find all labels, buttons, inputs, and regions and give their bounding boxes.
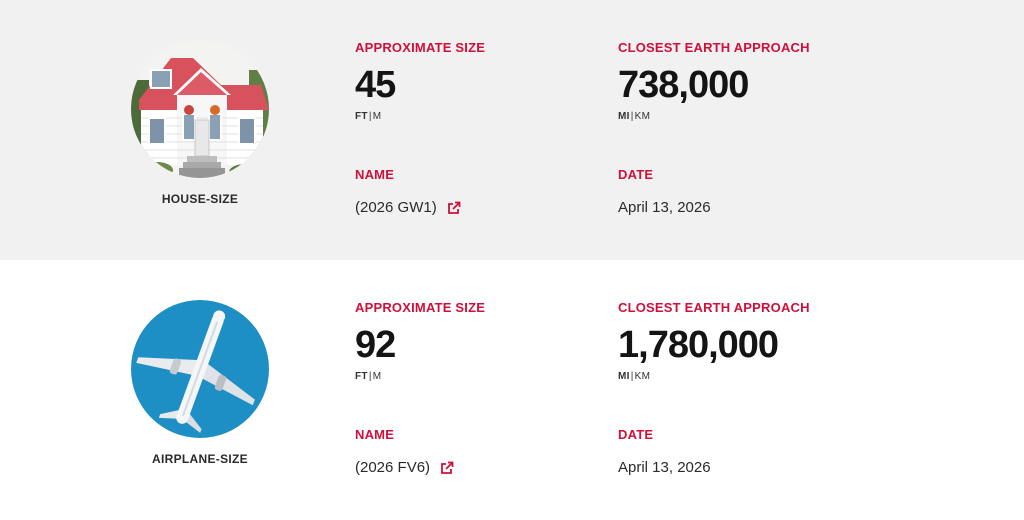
name-value-row: (2026 GW1) xyxy=(355,199,615,216)
unit-ft-option[interactable]: FT xyxy=(355,111,368,122)
approximate-size-block: APPROXIMATE SIZE 45 FT|M xyxy=(355,40,615,122)
unit-km-option[interactable]: KM xyxy=(634,111,651,122)
asteroid-row-airplane: AIRPLANE-SIZE APPROXIMATE SIZE 92 FT|M C… xyxy=(0,260,1024,520)
distance-unit-toggle: MI|KM xyxy=(618,371,878,382)
unit-separator: | xyxy=(368,111,372,122)
unit-km-option[interactable]: KM xyxy=(634,371,651,382)
external-link-icon[interactable] xyxy=(447,201,461,215)
size-unit-toggle: FT|M xyxy=(355,371,615,382)
approximate-size-label: APPROXIMATE SIZE xyxy=(355,300,486,315)
airplane-image xyxy=(131,300,269,438)
unit-separator: | xyxy=(630,371,634,382)
date-block: DATE April 13, 2026 xyxy=(618,427,878,476)
date-block: DATE April 13, 2026 xyxy=(618,167,878,216)
unit-m-option[interactable]: M xyxy=(372,111,382,122)
date-label: DATE xyxy=(618,427,654,442)
name-label: NAME xyxy=(355,427,395,442)
unit-ft-option[interactable]: FT xyxy=(355,371,368,382)
name-label: NAME xyxy=(355,167,395,182)
unit-mi-option[interactable]: MI xyxy=(618,371,630,382)
asteroid-row-house: HOUSE-SIZE APPROXIMATE SIZE 45 FT|M CLOS… xyxy=(0,0,1024,260)
house-image xyxy=(131,40,269,178)
size-unit-toggle: FT|M xyxy=(355,111,615,122)
closest-approach-block: CLOSEST EARTH APPROACH 1,780,000 MI|KM xyxy=(618,300,878,382)
approximate-size-value: 92 xyxy=(355,324,396,366)
unit-m-option[interactable]: M xyxy=(372,371,382,382)
house-photo-icon xyxy=(131,40,269,178)
closest-approach-label: CLOSEST EARTH APPROACH xyxy=(618,40,810,55)
closest-approach-value: 1,780,000 xyxy=(618,324,779,366)
unit-separator: | xyxy=(368,371,372,382)
date-value: April 13, 2026 xyxy=(618,459,711,476)
size-class-label: HOUSE-SIZE xyxy=(161,192,239,206)
airplane-photo-icon xyxy=(131,300,269,438)
unit-mi-option[interactable]: MI xyxy=(618,111,630,122)
date-label: DATE xyxy=(618,167,654,182)
external-link-icon[interactable] xyxy=(440,461,454,475)
distance-unit-toggle: MI|KM xyxy=(618,111,878,122)
unit-separator: | xyxy=(630,111,634,122)
size-thumbnail: HOUSE-SIZE xyxy=(130,40,270,206)
asteroid-name: (2026 FV6) xyxy=(355,459,431,476)
approximate-size-block: APPROXIMATE SIZE 92 FT|M xyxy=(355,300,615,382)
approximate-size-label: APPROXIMATE SIZE xyxy=(355,40,486,55)
closest-approach-label: CLOSEST EARTH APPROACH xyxy=(618,300,810,315)
closest-approach-value: 738,000 xyxy=(618,64,749,106)
date-value: April 13, 2026 xyxy=(618,199,711,216)
size-class-label: AIRPLANE-SIZE xyxy=(152,452,248,466)
closest-approach-block: CLOSEST EARTH APPROACH 738,000 MI|KM xyxy=(618,40,878,122)
name-value-row: (2026 FV6) xyxy=(355,459,615,476)
approximate-size-value: 45 xyxy=(355,64,396,106)
name-block: NAME (2026 GW1) xyxy=(355,167,615,216)
size-thumbnail: AIRPLANE-SIZE xyxy=(130,300,270,466)
name-block: NAME (2026 FV6) xyxy=(355,427,615,476)
asteroid-name: (2026 GW1) xyxy=(355,199,437,216)
